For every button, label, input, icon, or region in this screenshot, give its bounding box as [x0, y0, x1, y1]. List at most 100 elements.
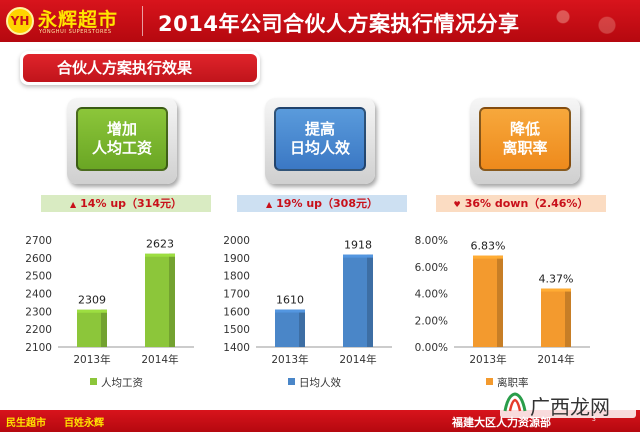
x-tick-label: 2014年 [141, 353, 178, 366]
kpi-face: 降低 离职率 [479, 107, 571, 171]
y-tick-label: 1500 [223, 324, 250, 336]
watermark-logo-icon [503, 392, 527, 412]
legend-swatch [90, 378, 97, 385]
bar-highlight [473, 255, 503, 259]
y-tick-label: 2300 [25, 306, 52, 318]
bar-group [145, 253, 175, 347]
kpi-metric: 人均工资 [91, 139, 152, 157]
header-bar: YH 永辉超市 YONGHUI SUPERSTORES 2014年公司合伙人方案… [0, 0, 640, 42]
footer-slogans: 民生超市 百姓永辉 [6, 414, 122, 429]
bar-group [77, 309, 107, 347]
kpi-face: 增加 人均工资 [76, 107, 168, 171]
brand-logo: YH 永辉超市 YONGHUI SUPERSTORES [6, 4, 134, 38]
page-title: 2014年公司合伙人方案执行情况分享 [158, 12, 520, 36]
bar-shade [497, 255, 503, 347]
kpi-card-turnover: 降低 离职率 [470, 98, 580, 184]
y-tick-label: 2200 [25, 324, 52, 336]
bar-group [473, 255, 503, 347]
kpi-verb: 提高 [304, 120, 335, 138]
y-tick-label: 1800 [223, 271, 250, 283]
data-label: 4.37% [539, 273, 574, 286]
y-tick-label: 2400 [25, 289, 52, 301]
bar-highlight [77, 309, 107, 313]
up-arrow-icon: ▲ [266, 200, 273, 209]
section-banner: 合伙人方案执行效果 [20, 51, 260, 85]
watermark: 广西龙网 [500, 388, 636, 419]
kpi-card-efficiency: 提高 日均人效 [265, 98, 375, 184]
chart-salary: 2100 2200 2300 2400 2500 2600 2700 2309 2013年 262… [14, 228, 204, 402]
bar-group [275, 309, 305, 347]
result-strip-salary: ▲ 14% up（314元） [41, 195, 211, 212]
kpi-metric: 离职率 [502, 139, 548, 157]
y-tick-label: 2600 [25, 253, 52, 265]
up-arrow-icon: ▲ [70, 200, 77, 209]
kpi-face: 提高 日均人效 [274, 107, 366, 171]
x-tick-label: 2014年 [339, 353, 376, 366]
footer-slogan: 百姓永辉 [64, 418, 104, 429]
bar-group [541, 288, 571, 347]
data-label: 2309 [78, 294, 106, 307]
legend-label: 日均人效 [299, 376, 341, 389]
section-title: 合伙人方案执行效果 [23, 54, 257, 82]
chart-turnover: 0.00% 2.00% 4.00% 6.00% 8.00% 6.83% 2013年 4.37%… [410, 228, 600, 402]
page-number: 3 [592, 416, 596, 423]
y-tick-label: 6.00% [415, 262, 448, 274]
x-tick-label: 2014年 [537, 353, 574, 366]
y-tick-label: 0.00% [415, 342, 448, 354]
x-tick-label: 2013年 [271, 353, 308, 366]
y-tick-label: 1700 [223, 289, 250, 301]
x-tick-label: 2013年 [469, 353, 506, 366]
logo-name: 永辉超市 [38, 9, 119, 31]
footer-slogan: 民生超市 [6, 418, 46, 429]
y-tick-label: 2500 [25, 271, 52, 283]
y-tick-label: 2100 [25, 342, 52, 354]
result-strip-turnover: ♥ 36% down（2.46%） [436, 195, 606, 212]
result-text: 19% up（308元） [276, 197, 378, 210]
watermark-text: 广西龙网 [530, 395, 610, 419]
y-tick-label: 1900 [223, 253, 250, 265]
legend-swatch [486, 378, 493, 385]
chart-turnover-svg: 0.00% 2.00% 4.00% 6.00% 8.00% 6.83% 2013年 4.37%… [415, 235, 590, 389]
heart-icon: ♥ [453, 200, 461, 209]
result-text: 14% up（314元） [80, 197, 182, 210]
legend-label: 离职率 [497, 376, 529, 389]
bar-shade [101, 309, 107, 347]
chart-efficiency-svg: 1400 1500 1600 1700 1800 1900 2000 1610 2013年 191… [223, 235, 392, 389]
bar-shade [169, 253, 175, 347]
bar-shade [299, 309, 305, 347]
kpi-verb: 降低 [509, 120, 540, 138]
kpi-card-salary: 增加 人均工资 [67, 98, 177, 184]
bar-group [343, 254, 373, 347]
data-label: 2623 [146, 238, 174, 251]
data-label: 1610 [276, 294, 304, 307]
footer-department: 福建大区人力资源部 [452, 416, 551, 429]
data-label: 6.83% [471, 240, 506, 253]
header-decoration [530, 0, 640, 42]
chart-efficiency: 1400 1500 1600 1700 1800 1900 2000 1610 2013年 191… [212, 228, 402, 402]
logo-mark-icon: YH [6, 7, 34, 35]
x-tick-label: 2013年 [73, 353, 110, 366]
bar-highlight [275, 309, 305, 313]
y-tick-label: 1600 [223, 306, 250, 318]
bar-highlight [145, 253, 175, 257]
y-tick-label: 8.00% [415, 235, 448, 247]
y-tick-label: 1400 [223, 342, 250, 354]
legend-swatch [288, 378, 295, 385]
legend-label: 人均工资 [101, 377, 143, 389]
chart-salary-svg: 2100 2200 2300 2400 2500 2600 2700 2309 2013年 262… [25, 235, 194, 389]
data-label: 1918 [344, 239, 372, 252]
y-tick-label: 2700 [25, 235, 52, 247]
bar-highlight [343, 254, 373, 258]
y-tick-label: 4.00% [415, 289, 448, 301]
result-strip-efficiency: ▲ 19% up（308元） [237, 195, 407, 212]
logo-subtitle: YONGHUI SUPERSTORES [39, 29, 112, 35]
y-tick-label: 2000 [223, 235, 250, 247]
result-text: 36% down（2.46%） [464, 197, 589, 210]
kpi-metric: 日均人效 [289, 139, 350, 157]
y-tick-label: 2.00% [415, 315, 448, 327]
bar-shade [565, 288, 571, 347]
bar-shade [367, 254, 373, 347]
footer-bar: 民生超市 百姓永辉 福建大区人力资源部 3 [0, 410, 640, 432]
bar-highlight [541, 288, 571, 292]
kpi-verb: 增加 [106, 120, 137, 138]
